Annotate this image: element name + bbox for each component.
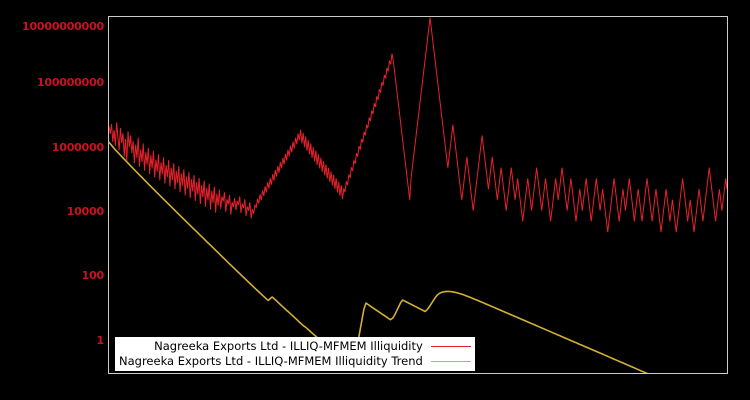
legend-entry-illiquidity-trend: Nagreeka Exports Ltd - ILLIQ-MFMEM Illiq… (119, 354, 471, 369)
illiquidity-line-series (109, 17, 727, 233)
plot-area (108, 16, 728, 374)
y-axis-tick-labels: 10000000000 100000000 1000000 10000 100 … (0, 0, 104, 400)
y-tick-label: 10000 (66, 205, 104, 218)
y-tick-label: 1 (96, 334, 105, 347)
y-tick-label: 100 (81, 269, 105, 282)
chart-legend: Nagreeka Exports Ltd - ILLIQ-MFMEM Illiq… (115, 337, 475, 371)
trend-line-series (109, 141, 649, 373)
legend-swatch-illiquidity-trend (430, 361, 471, 362)
plot-svg (109, 17, 727, 373)
y-tick-label: 10000000000 (22, 20, 104, 33)
legend-swatch-illiquidity (430, 346, 471, 347)
legend-label-illiquidity-trend: Nagreeka Exports Ltd - ILLIQ-MFMEM Illiq… (119, 354, 423, 368)
legend-entry-illiquidity: Nagreeka Exports Ltd - ILLIQ-MFMEM Illiq… (119, 339, 471, 354)
legend-label-illiquidity: Nagreeka Exports Ltd - ILLIQ-MFMEM Illiq… (154, 339, 423, 353)
y-tick-label: 100000000 (36, 76, 104, 89)
y-tick-label: 1000000 (51, 141, 104, 154)
